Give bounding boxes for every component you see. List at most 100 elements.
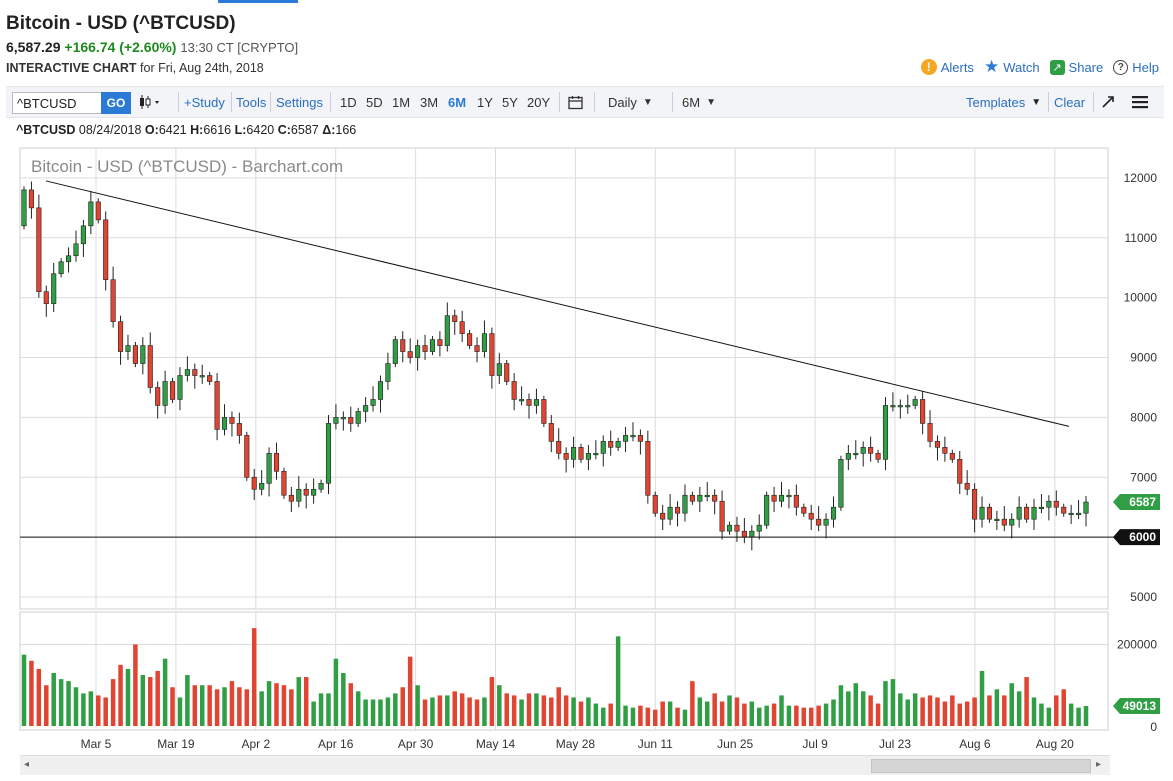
volume-bar	[541, 695, 547, 726]
symbol-input[interactable]	[12, 92, 102, 114]
candle-body	[80, 225, 86, 245]
help-link[interactable]: ? Help	[1113, 59, 1159, 75]
volume-bar	[348, 683, 354, 726]
scroll-thumb[interactable]	[871, 759, 1091, 773]
watch-link[interactable]: ★ Watch	[984, 58, 1040, 75]
candle-body	[28, 189, 34, 209]
calendar-icon[interactable]	[568, 87, 583, 117]
expand-icon[interactable]	[1101, 87, 1115, 117]
volume-bar	[281, 685, 287, 726]
candle-body	[608, 441, 614, 448]
menu-icon[interactable]	[1132, 87, 1148, 117]
top-accent-strip	[218, 0, 298, 3]
candle-body	[288, 494, 294, 502]
templates-button[interactable]: Templates ▼	[966, 87, 1041, 117]
range-20y[interactable]: 20Y	[527, 94, 551, 110]
range-1y[interactable]: 1Y	[477, 94, 493, 110]
volume-bar	[326, 693, 331, 726]
templates-label: Templates	[966, 94, 1026, 110]
candlestick-icon	[140, 95, 159, 109]
quote-time: 13:30 CT [CRYPTO]	[180, 40, 299, 55]
range-3m[interactable]: 3M	[420, 94, 439, 110]
candle-body	[920, 399, 926, 424]
range-1d[interactable]: 1D	[340, 94, 357, 110]
candle-body	[407, 351, 413, 358]
interactive-chart-heading: INTERACTIVE CHART for Fri, Aug 24th, 201…	[6, 61, 264, 75]
volume-bar	[415, 685, 420, 726]
scroll-left-icon[interactable]: ◂	[24, 759, 30, 770]
volume-bar	[838, 685, 844, 726]
range-1m[interactable]: 1M	[392, 94, 411, 110]
volume-bar	[244, 689, 250, 726]
alerts-link[interactable]: ! Alerts	[920, 59, 974, 75]
volume-bar	[571, 697, 576, 726]
candle-body	[73, 243, 79, 257]
ohlc-symbol: ^BTCUSD	[16, 123, 76, 137]
candle-body	[1038, 506, 1044, 510]
volume-bar	[237, 687, 242, 726]
volume-bar	[88, 691, 94, 726]
candle-body	[429, 339, 436, 352]
ohlc-low-label: L:	[234, 123, 247, 137]
interval-select[interactable]: Daily ▼	[608, 87, 653, 117]
candle-body	[496, 363, 502, 376]
tools-button[interactable]: Tools	[236, 94, 267, 110]
volume-bar	[727, 695, 732, 726]
last-price: 6,587.29	[6, 39, 61, 55]
x-tick-label: May 14	[476, 737, 516, 751]
y-tick-label: 7000	[1130, 470, 1157, 484]
toolbar-divider	[594, 92, 595, 112]
volume-bar	[474, 699, 480, 726]
toolbar-divider	[178, 92, 179, 112]
y-tick-label: 12000	[1124, 171, 1158, 185]
volume-bar	[756, 707, 762, 726]
volume-bar	[1061, 689, 1066, 726]
price-chart[interactable]: Mar 5 Mar 19 Apr 2 Apr 16 Apr 30 May 14 May 28…	[0, 140, 1173, 755]
study-button[interactable]: +Study	[184, 94, 225, 110]
candle-body	[340, 417, 346, 420]
go-button[interactable]: GO	[101, 92, 131, 114]
range-5d[interactable]: 5D	[366, 94, 383, 110]
candle-body	[801, 506, 807, 514]
range-6m[interactable]: 6M	[448, 94, 467, 110]
volume-bar	[341, 673, 346, 726]
candle-body	[459, 321, 465, 334]
volume-bar	[563, 695, 569, 726]
expand-svg	[1102, 96, 1114, 108]
chart-scrollbar[interactable]: ◂ ▸	[20, 755, 1110, 775]
scroll-right-icon[interactable]: ▸	[1096, 759, 1102, 770]
volume-bar	[586, 697, 591, 726]
settings-button[interactable]: Settings	[276, 94, 323, 110]
volume-bar	[66, 681, 71, 726]
clear-button[interactable]: Clear	[1054, 94, 1086, 110]
volume-bar	[21, 654, 27, 726]
volume-bar	[935, 697, 940, 726]
share-link[interactable]: ↗ Share	[1049, 59, 1103, 75]
volume-bar	[875, 703, 881, 726]
candle-body	[311, 488, 317, 496]
candle-body	[259, 482, 265, 490]
candle-body	[1076, 512, 1082, 516]
period-select[interactable]: 6M ▼	[682, 87, 716, 117]
candle-body	[771, 494, 777, 502]
volume-bar	[942, 701, 948, 726]
volume-bar	[44, 685, 49, 726]
volume-bar	[608, 703, 613, 726]
volume-bar	[51, 673, 56, 726]
share-icon: ↗	[1049, 59, 1065, 75]
volume-bar	[912, 693, 918, 726]
ohlc-high: 6616	[203, 123, 232, 137]
volume-bar	[73, 687, 79, 726]
volume-bar	[110, 679, 116, 726]
range-5y[interactable]: 5Y	[502, 94, 518, 110]
volume-bar	[638, 705, 643, 726]
candle-type-icon[interactable]	[138, 87, 162, 117]
candle-body	[221, 417, 228, 430]
volume-bar	[771, 703, 777, 726]
volume-bar	[103, 697, 108, 726]
candle-body	[949, 453, 955, 460]
volume-bar	[987, 695, 992, 726]
volume-last-tag: 49013	[1123, 699, 1157, 713]
candle-body	[489, 333, 495, 376]
interactive-chart-date: for Fri, Aug 24th, 2018	[140, 61, 264, 75]
